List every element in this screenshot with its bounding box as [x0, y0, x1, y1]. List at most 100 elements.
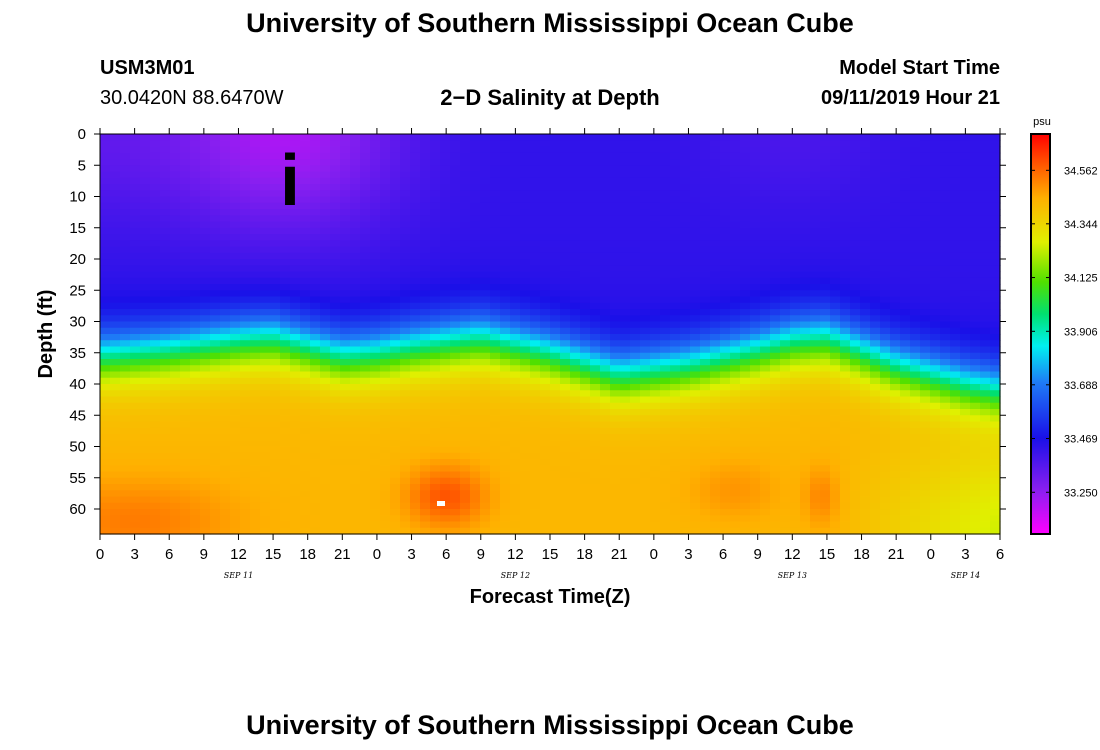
- heatmap-cell: [760, 377, 771, 385]
- heatmap-cell: [300, 327, 311, 335]
- heatmap-cell: [560, 377, 571, 385]
- heatmap-cell: [860, 171, 871, 179]
- heatmap-cell: [610, 527, 621, 535]
- heatmap-cell: [560, 321, 571, 329]
- heatmap-cell: [240, 384, 251, 391]
- heatmap-cell: [740, 452, 751, 460]
- heatmap-cell: [290, 209, 301, 216]
- heatmap-cell: [580, 521, 591, 529]
- heatmap-cell: [100, 434, 111, 441]
- heatmap-cell: [780, 371, 791, 379]
- heatmap-cell: [680, 259, 691, 266]
- heatmap-cell: [450, 315, 461, 323]
- heatmap-cell: [540, 284, 551, 291]
- heatmap-cell: [810, 471, 821, 479]
- heatmap-cell: [760, 202, 771, 210]
- heatmap-cell: [620, 196, 631, 204]
- heatmap-cell: [330, 359, 341, 366]
- heatmap-cell: [330, 177, 341, 185]
- heatmap-cell: [120, 396, 131, 404]
- heatmap-cell: [110, 271, 121, 279]
- heatmap-cell: [570, 184, 581, 191]
- heatmap-cell: [260, 465, 271, 473]
- heatmap-cell: [650, 390, 661, 398]
- heatmap-cell: [610, 346, 621, 354]
- heatmap-cell: [850, 359, 861, 366]
- heatmap-cell: [420, 365, 431, 373]
- heatmap-cell: [180, 277, 191, 285]
- heatmap-cell: [790, 521, 801, 529]
- heatmap-cell: [430, 202, 441, 210]
- heatmap-cell: [480, 271, 491, 279]
- heatmap-cell: [140, 209, 151, 216]
- heatmap-cell: [710, 402, 721, 410]
- heatmap-cell: [580, 321, 591, 329]
- heatmap-cell: [680, 390, 691, 398]
- heatmap-cell: [520, 527, 531, 535]
- heatmap-cell: [260, 471, 271, 479]
- heatmap-cell: [790, 277, 801, 285]
- heatmap-cell: [870, 415, 881, 423]
- heatmap-cell: [110, 352, 121, 360]
- heatmap-cell: [510, 334, 521, 341]
- heatmap-cell: [310, 509, 321, 516]
- heatmap-cell: [700, 290, 711, 298]
- heatmap-cell: [830, 171, 841, 179]
- heatmap-cell: [620, 452, 631, 460]
- heatmap-cell: [810, 277, 821, 285]
- heatmap-cell: [620, 477, 631, 485]
- heatmap-cell: [330, 271, 341, 279]
- heatmap-cell: [490, 134, 501, 141]
- heatmap-cell: [720, 434, 731, 441]
- heatmap-cell: [530, 277, 541, 285]
- heatmap-cell: [860, 502, 871, 510]
- heatmap-cell: [370, 371, 381, 379]
- heatmap-cell: [550, 265, 561, 273]
- heatmap-cell: [840, 227, 851, 235]
- heatmap-cell: [650, 396, 661, 404]
- heatmap-cell: [210, 184, 221, 191]
- heatmap-cell: [730, 496, 741, 504]
- heatmap-cell: [390, 177, 401, 185]
- heatmap-cell: [750, 415, 761, 423]
- heatmap-cell: [120, 265, 131, 273]
- heatmap-cell: [120, 221, 131, 229]
- heatmap-cell: [360, 377, 371, 385]
- heatmap-cell: [800, 502, 811, 510]
- heatmap-cell: [680, 402, 691, 410]
- heatmap-cell: [280, 409, 291, 416]
- heatmap-cell: [300, 259, 311, 266]
- heatmap-cell: [830, 440, 841, 448]
- heatmap-cell: [440, 446, 451, 454]
- heatmap-cell: [830, 234, 841, 241]
- heatmap-cell: [340, 284, 351, 291]
- heatmap-cell: [150, 227, 161, 235]
- heatmap-cell: [600, 384, 611, 391]
- heatmap-cell: [720, 184, 731, 191]
- heatmap-cell: [760, 302, 771, 310]
- heatmap-cell: [720, 140, 731, 148]
- heatmap-cell: [600, 452, 611, 460]
- heatmap-cell: [310, 221, 321, 229]
- heatmap-cell: [650, 240, 661, 248]
- heatmap-cell: [200, 409, 211, 416]
- heatmap-cell: [600, 284, 611, 291]
- heatmap-cell: [700, 384, 711, 391]
- heatmap-cell: [200, 359, 211, 366]
- heatmap-cell: [410, 377, 421, 385]
- heatmap-cell: [640, 327, 651, 335]
- heatmap-cell: [150, 271, 161, 279]
- heatmap-cell: [690, 465, 701, 473]
- heatmap-cell: [100, 271, 111, 279]
- heatmap-cell: [210, 259, 221, 266]
- heatmap-cell: [100, 159, 111, 166]
- heatmap-cell: [160, 265, 171, 273]
- heatmap-cell: [820, 327, 831, 335]
- heatmap-cell: [210, 527, 221, 535]
- heatmap-cell: [860, 427, 871, 435]
- heatmap-cell: [870, 177, 881, 185]
- heatmap-cell: [690, 452, 701, 460]
- heatmap-cell: [310, 446, 321, 454]
- heatmap-cell: [700, 365, 711, 373]
- heatmap-cell: [730, 177, 741, 185]
